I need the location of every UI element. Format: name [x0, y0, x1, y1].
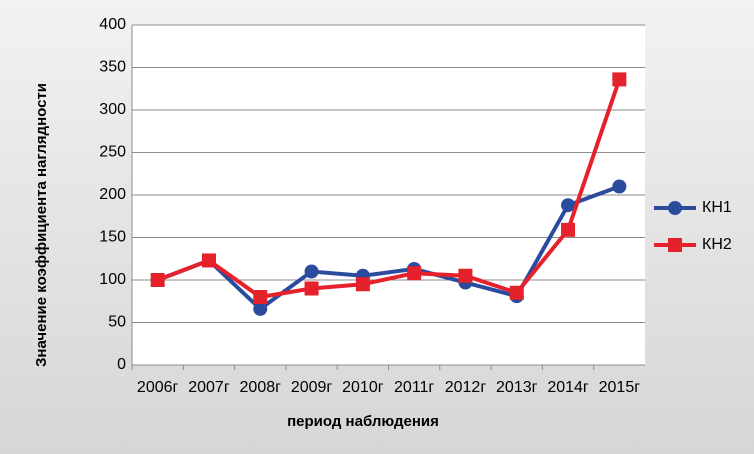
x-axis-title: период наблюдения [287, 413, 439, 430]
x-tick-label: 2015г [599, 379, 641, 396]
point [668, 201, 682, 215]
series-line [156, 184, 621, 312]
point [253, 290, 268, 304]
point [458, 268, 473, 283]
y-tick-label: 250 [99, 144, 126, 161]
point [304, 264, 319, 279]
x-tick-label: 2010г [342, 379, 384, 396]
x-tick-label: 2006г [137, 379, 179, 396]
point [612, 72, 627, 87]
x-tick-label: 2008г [240, 379, 282, 396]
y-tick-label: 150 [99, 229, 126, 246]
point [201, 253, 216, 268]
y-tick-label: 350 [99, 59, 126, 76]
point [612, 179, 627, 194]
point [668, 238, 682, 252]
point [253, 301, 268, 316]
x-tick-label: 2013г [496, 379, 538, 396]
point [304, 281, 319, 296]
x-tick-label: 2012г [445, 379, 487, 396]
y-tick-label: 400 [99, 16, 126, 33]
series-line [156, 78, 622, 300]
x-tick-label: 2007г [188, 379, 230, 396]
point [561, 222, 576, 237]
y-tick-label: 200 [99, 186, 126, 203]
point [355, 277, 370, 292]
x-tick-label: 2014г [547, 379, 589, 396]
y-axis-title: Значение коэффициента наглядности [33, 83, 50, 367]
legend-label: КН2 [702, 236, 732, 253]
x-tick-label: 2009г [291, 379, 333, 396]
point [561, 198, 576, 213]
y-tick-label: 50 [108, 314, 126, 331]
point [150, 273, 165, 287]
legend-label: КН1 [702, 199, 732, 216]
y-tick-label: 100 [99, 271, 126, 288]
x-tick-label: 2011г [394, 379, 434, 396]
y-tick-label: 0 [117, 356, 126, 373]
y-tick-label: 300 [99, 101, 126, 118]
point [509, 285, 524, 300]
point [407, 266, 422, 281]
